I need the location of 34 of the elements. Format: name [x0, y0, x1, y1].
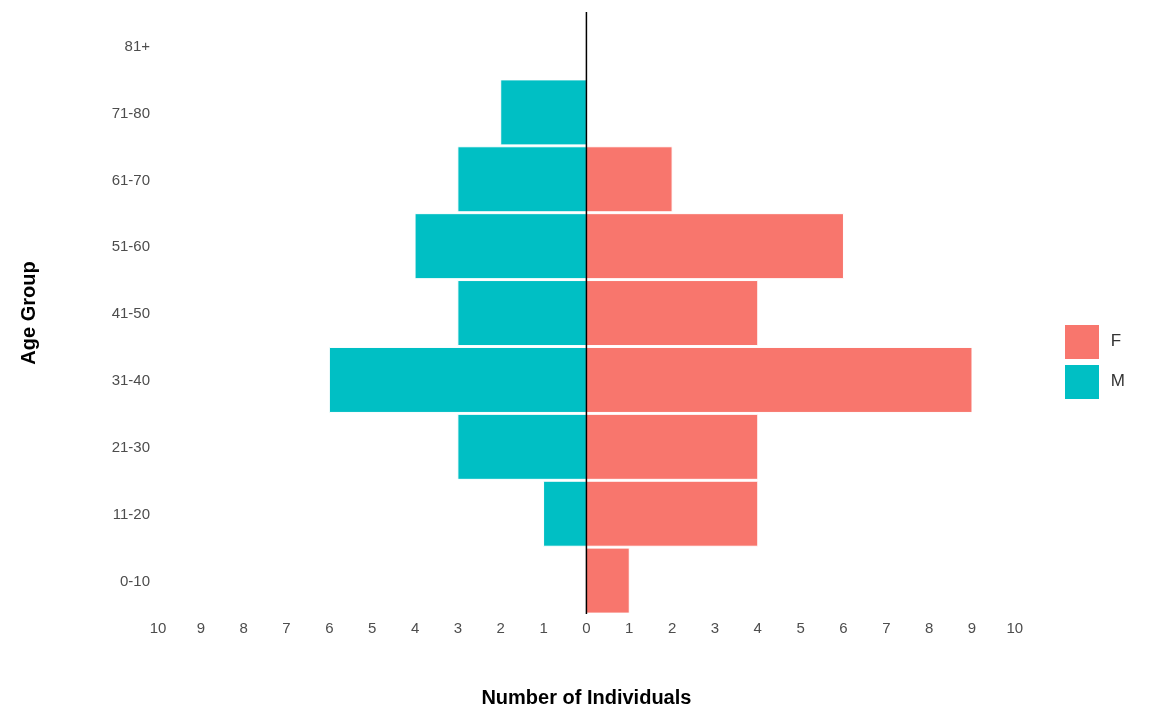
x-tick-label: 5 — [796, 618, 805, 636]
x-tick-label: 5 — [368, 618, 377, 636]
x-tick-label: 10 — [1006, 618, 1024, 636]
y-tick-label: 61-70 — [111, 170, 150, 188]
x-tick-label: 9 — [196, 618, 206, 636]
x-tick-label: 10 — [149, 618, 167, 636]
x-tick-label: 7 — [882, 618, 891, 636]
y-tick-label: 51-60 — [111, 237, 150, 255]
x-tick-label: 6 — [839, 618, 848, 636]
x-tick-label: 1 — [625, 618, 634, 636]
x-tick-label: 3 — [453, 618, 463, 636]
y-tick-label: 11-20 — [112, 504, 150, 522]
y-tick-label: 0-10 — [119, 571, 150, 589]
y-tick-label: 21-30 — [111, 438, 150, 456]
x-tick-label: 4 — [753, 618, 762, 636]
y-tick-label: 71-80 — [111, 103, 150, 121]
x-tick-label: 4 — [410, 618, 420, 636]
x-tick-label: 0 — [582, 618, 591, 636]
legend-label: F — [1110, 331, 1122, 350]
x-tick-label: 7 — [282, 618, 291, 636]
y-tick-label: 41-50 — [111, 304, 150, 322]
y-tick-label: 31-40 — [111, 371, 150, 389]
x-axis-title: Number of Individuals — [481, 686, 692, 708]
x-tick-label: 2 — [667, 618, 677, 636]
x-tick-label: 3 — [710, 618, 720, 636]
x-tick-label: 6 — [325, 618, 334, 636]
legend-label: M — [1110, 371, 1125, 390]
x-tick-label: 1 — [539, 618, 548, 636]
x-tick-label: 8 — [924, 618, 934, 636]
x-tick-label: 8 — [239, 618, 248, 636]
x-tick-label: 2 — [496, 618, 505, 636]
y-axis-title: Age Group — [17, 261, 40, 365]
y-tick-label: 81+ — [124, 36, 151, 54]
x-tick-label: 9 — [967, 618, 977, 636]
